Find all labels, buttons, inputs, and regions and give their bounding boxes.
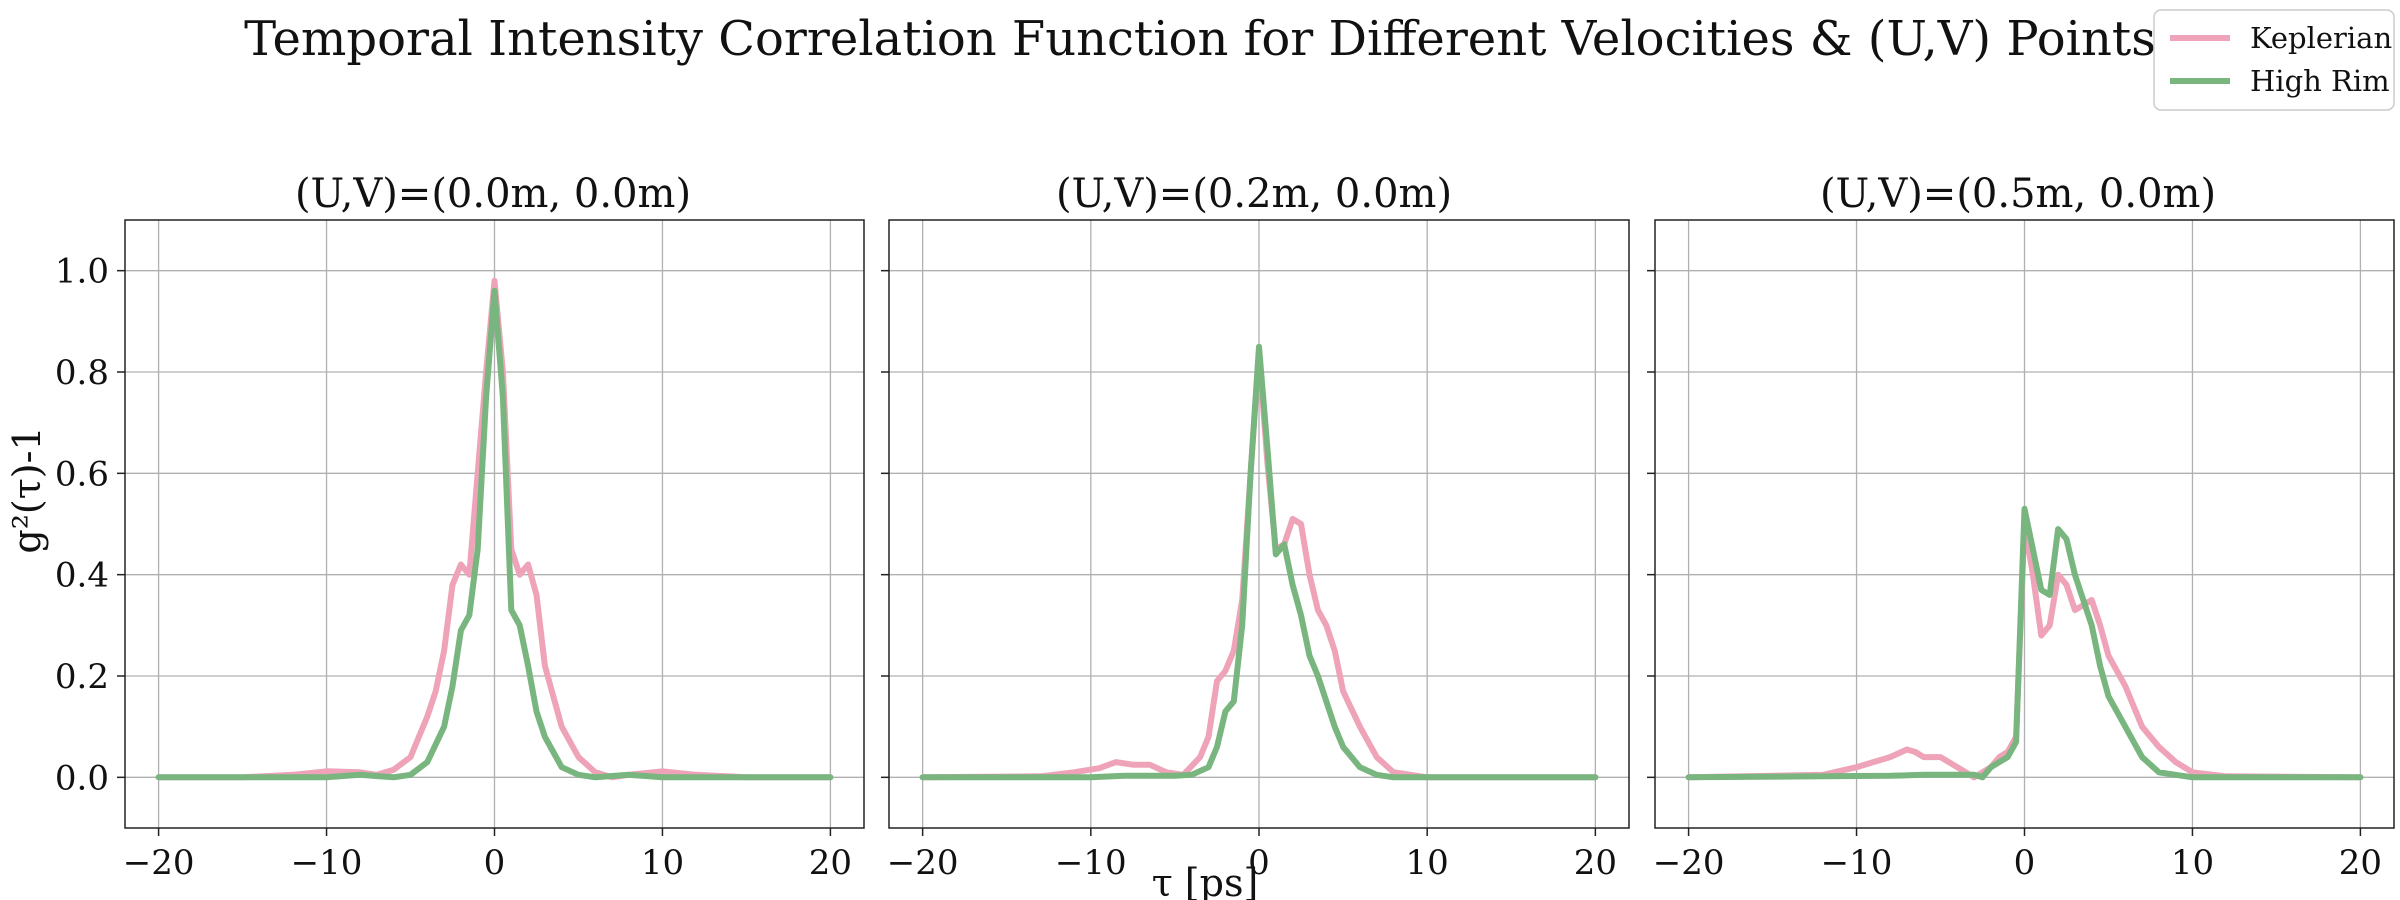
panel-3-x-tick-label: 20 <box>2339 843 2382 883</box>
y-tick-label: 0.0 <box>55 758 109 798</box>
panel-3-title: (U,V)=(0.5m, 0.0m) <box>1820 171 2216 217</box>
panel-1: −20 −10 0 10 20 0.0 0.2 0.4 0.6 0.8 1.0 <box>55 219 865 883</box>
panel-2-title: (U,V)=(0.2m, 0.0m) <box>1056 171 1452 217</box>
panel-2: −20 −10 0 10 20 <box>881 219 1630 883</box>
panel-2-x-tick-label: −20 <box>887 843 959 883</box>
panel-1-title: (U,V)=(0.0m, 0.0m) <box>295 171 691 217</box>
panel-1-x-tick-label: −20 <box>123 843 195 883</box>
panel-3-line-high-rim <box>1685 505 2364 781</box>
panel-3-x-tick-label: 10 <box>2171 843 2214 883</box>
panel-3-line-keplerian <box>1685 521 2364 781</box>
panel-2-x-tick-label: −10 <box>1055 843 1127 883</box>
panel-1-x-tick-label: 0 <box>484 843 506 883</box>
panel-3: −20 −10 0 10 20 <box>1647 219 2395 883</box>
legend: Keplerian High Rim <box>2153 9 2395 111</box>
panel-1-x-tick-label: 10 <box>641 843 684 883</box>
panel-3-x-tick-label: −20 <box>1653 843 1725 883</box>
y-tick-label: 0.2 <box>55 657 109 697</box>
y-axis-label: g²(τ)-1 <box>5 426 49 553</box>
y-tick-label: 1.0 <box>55 252 109 292</box>
panel-2-line-high-rim <box>919 343 1599 781</box>
panel-2-frame <box>888 219 1630 829</box>
panel-1-line-high-rim <box>155 287 834 781</box>
panel-3-x-tick-label: 0 <box>2014 843 2036 883</box>
y-tick-label: 0.4 <box>55 556 109 596</box>
plots-layer: −20 −10 0 10 20 0.0 0.2 0.4 0.6 0.8 1.0 −20 −10 0 10 20… <box>55 219 2395 883</box>
legend-label-keplerian: Keplerian <box>2250 21 2392 55</box>
x-axis-label: τ [ps] <box>1152 861 1259 900</box>
panel-2-x-tick-label: 10 <box>1406 843 1449 883</box>
panel-2-x-tick-label: 0 <box>1248 843 1270 883</box>
y-tick-label: 0.6 <box>55 454 109 494</box>
legend-label-high-rim: High Rim <box>2250 64 2390 98</box>
panel-3-frame <box>1654 219 2395 829</box>
panel-3-x-tick-label: −10 <box>1821 843 1893 883</box>
panel-1-x-tick-label: −10 <box>291 843 363 883</box>
panel-2-x-tick-label: 20 <box>1574 843 1617 883</box>
panel-1-frame <box>124 219 865 829</box>
panel-1-x-tick-label: 20 <box>809 843 852 883</box>
chart-title: Temporal Intensity Correlation Function … <box>244 11 2156 67</box>
y-tick-label: 0.8 <box>55 353 109 393</box>
